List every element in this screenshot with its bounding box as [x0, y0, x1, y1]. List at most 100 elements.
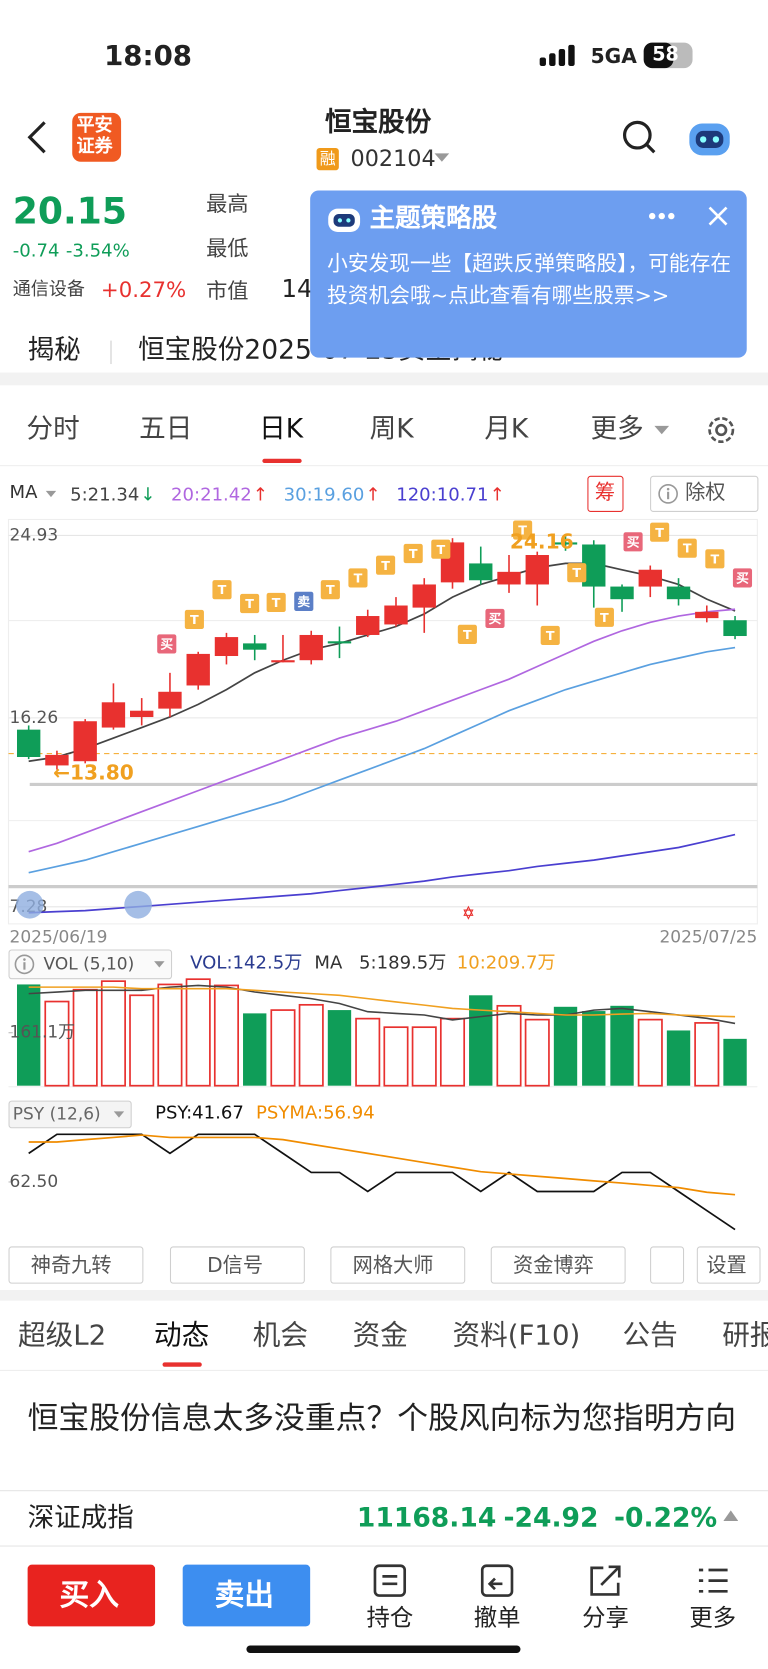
- popup-more[interactable]: [648, 212, 676, 221]
- signal-label: T: [272, 596, 281, 611]
- y-tick-label: 16.26: [10, 708, 59, 728]
- volume-bar: [383, 1026, 409, 1087]
- index-change: -24.92: [503, 1501, 599, 1533]
- divider: [0, 1369, 768, 1371]
- content-tab[interactable]: 动态: [154, 1319, 210, 1352]
- index-value: 11168.14: [356, 1501, 497, 1533]
- signal-label: T: [655, 526, 664, 541]
- volume-ma-line: [28, 986, 736, 1018]
- indicator-button[interactable]: 网格大师: [330, 1246, 466, 1284]
- volume-bar: [496, 1004, 522, 1087]
- search-button[interactable]: [621, 119, 657, 155]
- candle-body: [666, 586, 691, 600]
- signal-icon: [539, 44, 575, 66]
- volume-bar: [213, 984, 239, 1087]
- period-tab[interactable]: 月K: [484, 412, 529, 444]
- expand-arrow[interactable]: [723, 1509, 739, 1522]
- volume-bar: [327, 1010, 352, 1086]
- popup-title: 主题策略股: [369, 203, 498, 234]
- action-label[interactable]: 撤单: [473, 1605, 521, 1632]
- strategy-popup[interactable]: 主题策略股 小安发现一些【超跌反弹策略股】，可能存在投资机会哦~点此查看有哪些股…: [310, 190, 747, 358]
- content-tab[interactable]: 超级L2: [18, 1319, 107, 1352]
- indicator-button[interactable]: 神奇九转: [8, 1246, 144, 1284]
- popup-close[interactable]: [707, 205, 728, 226]
- indicator-name[interactable]: MA: [9, 482, 38, 504]
- indicator-dropdown: [154, 961, 165, 968]
- psyma-legend: PSYMA:56.94: [255, 1102, 375, 1125]
- vol-ma5-legend: 5:189.5万: [359, 952, 447, 974]
- candle-body: [299, 634, 323, 661]
- adjust-button[interactable]: 除权: [650, 475, 759, 512]
- buy-button[interactable]: 买入: [27, 1564, 156, 1627]
- battery: 58: [643, 42, 693, 69]
- signal-label: T: [600, 611, 609, 626]
- content-tab[interactable]: 公告: [622, 1319, 678, 1352]
- volume-bar: [666, 1030, 691, 1086]
- signal-badge: [376, 555, 396, 575]
- low-annotation: ←13.80: [53, 760, 134, 784]
- assistant-robot[interactable]: [686, 117, 733, 160]
- tab-underline: [261, 458, 302, 464]
- margin-badge: 融: [316, 147, 339, 171]
- signal-badge: [705, 549, 725, 569]
- period-tab[interactable]: 日K: [259, 412, 304, 444]
- promo-text[interactable]: 恒宝股份信息太多没重点？个股风向标为您指明方向: [27, 1399, 737, 1436]
- volume-bar: [524, 1018, 550, 1087]
- broker-logo: 平安 证券: [72, 112, 122, 162]
- indicator-button[interactable]: 资金博弈: [490, 1246, 626, 1284]
- indicator-button[interactable]: D信号: [169, 1246, 305, 1284]
- volume-bar: [553, 1006, 578, 1086]
- volume-bar: [270, 1009, 296, 1087]
- chips-button[interactable]: 筹: [587, 475, 624, 512]
- divider: [0, 1490, 768, 1492]
- divider: [0, 465, 768, 467]
- candle-body: [101, 702, 126, 728]
- code-dropdown[interactable]: [434, 153, 450, 164]
- candle-body: [723, 620, 747, 637]
- zoom-button: [124, 890, 152, 919]
- action-label[interactable]: 持仓: [366, 1605, 414, 1632]
- candle-body: [582, 544, 606, 587]
- logo-line: 证券: [76, 136, 113, 158]
- sector-change: +0.27%: [100, 276, 187, 303]
- psy-indicator: PSY (12,6): [12, 1103, 101, 1125]
- signal-badge: [677, 538, 697, 558]
- indicator-button[interactable]: [650, 1246, 685, 1284]
- volume-bar: [129, 994, 155, 1087]
- signal-badge: [266, 592, 286, 613]
- high-annotation: 24.16: [510, 529, 574, 553]
- price-change-pct: -3.54%: [65, 240, 130, 262]
- holdings-icon: [373, 1564, 407, 1597]
- content-tab[interactable]: 机会: [252, 1319, 309, 1352]
- signal-label: T: [354, 572, 363, 587]
- ma-line: [28, 562, 736, 763]
- action-label[interactable]: 分享: [582, 1605, 629, 1632]
- volume-bar: [100, 980, 126, 1087]
- signal-badge: [348, 568, 368, 588]
- period-tab[interactable]: 更多: [590, 412, 644, 444]
- psy-indicator-button[interactable]: PSY (12,6): [8, 1100, 132, 1129]
- vol-indicator-button[interactable]: VOL (5,10): [8, 949, 173, 980]
- settings-button[interactable]: [705, 414, 737, 446]
- ticker-label: 揭秘: [27, 334, 81, 366]
- button-label: 设置: [706, 1253, 747, 1278]
- content-tab[interactable]: 研报: [722, 1319, 768, 1352]
- indicator-dropdown: [45, 490, 57, 498]
- sell-button[interactable]: 卖出: [182, 1564, 311, 1627]
- content-tab[interactable]: 资料(F10): [452, 1319, 581, 1352]
- last-price: 20.15: [12, 190, 127, 234]
- signal-label: 买: [736, 572, 749, 587]
- period-tab[interactable]: 分时: [26, 412, 80, 444]
- period-tab[interactable]: 周K: [369, 412, 414, 444]
- signal-badge: [650, 522, 670, 542]
- volume-bar: [582, 1011, 606, 1086]
- period-tab[interactable]: 五日: [139, 412, 193, 444]
- settings-button[interactable]: 设置: [696, 1246, 761, 1284]
- volume-bar: [439, 1017, 466, 1087]
- content-tab[interactable]: 资金: [352, 1319, 408, 1352]
- candle-body: [73, 721, 97, 762]
- action-label[interactable]: 更多: [689, 1605, 737, 1632]
- back-button[interactable]: [21, 119, 53, 155]
- signal-badge: [513, 520, 533, 540]
